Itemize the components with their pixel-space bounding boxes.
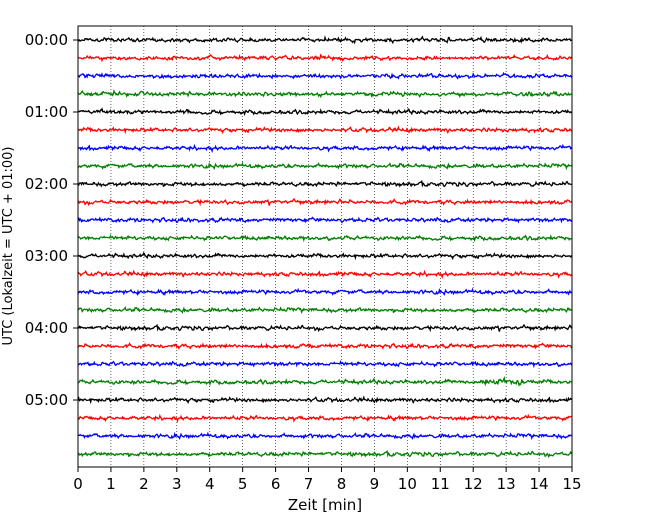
x-axis-label: Zeit [min] xyxy=(288,496,362,514)
x-tick-label-5: 5 xyxy=(238,475,248,493)
trace-13 xyxy=(77,269,573,280)
trace-20 xyxy=(77,395,573,405)
trace-10 xyxy=(77,216,573,224)
trace-1 xyxy=(77,53,573,63)
x-tick-label-0: 0 xyxy=(73,475,83,493)
plot-background xyxy=(78,26,572,467)
trace-18 xyxy=(77,360,573,369)
trace-0 xyxy=(77,35,573,45)
trace-11 xyxy=(77,234,573,243)
x-tick-label-1: 1 xyxy=(106,475,116,493)
x-tick-label-2: 2 xyxy=(139,475,149,493)
x-tick-label-11: 11 xyxy=(431,475,450,493)
x-tick-label-7: 7 xyxy=(304,475,314,493)
y-tick-label-00:00: 00:00 xyxy=(25,31,68,49)
y-axis-label: UTC (Lokalzeit = UTC + 01:00) xyxy=(1,147,16,346)
trace-9 xyxy=(77,197,573,207)
x-tick-label-6: 6 xyxy=(271,475,281,493)
trace-3 xyxy=(77,88,573,99)
trace-16 xyxy=(77,323,573,333)
trace-17 xyxy=(77,342,573,350)
traces xyxy=(77,35,573,459)
y-tick-label-01:00: 01:00 xyxy=(25,103,68,121)
x-tick-label-15: 15 xyxy=(562,475,581,493)
x-axis: 0 1 2 3 4 5 6 7 8 9 10 11 12 13 14 15 xyxy=(73,467,582,493)
trace-6 xyxy=(77,143,573,154)
y-tick-label-03:00: 03:00 xyxy=(25,247,68,265)
y-tick-label-04:00: 04:00 xyxy=(25,319,68,337)
y-tick-label-02:00: 02:00 xyxy=(25,175,68,193)
x-tick-label-12: 12 xyxy=(464,475,483,493)
trace-14 xyxy=(77,287,573,297)
trace-12 xyxy=(77,252,573,261)
trace-2 xyxy=(77,71,573,80)
trace-5 xyxy=(77,125,573,135)
plot-frame xyxy=(77,25,573,468)
x-tick-label-9: 9 xyxy=(370,475,380,493)
y-tick-label-05:00: 05:00 xyxy=(25,391,68,409)
trace-21 xyxy=(77,413,573,424)
x-tick-label-14: 14 xyxy=(530,475,549,493)
trace-7 xyxy=(77,161,573,171)
y-axis: 00:00 01:00 02:00 03:00 04:00 05:00 xyxy=(25,31,78,409)
x-tick-label-8: 8 xyxy=(337,475,347,493)
x-tick-label-4: 4 xyxy=(205,475,215,493)
x-tick-label-3: 3 xyxy=(172,475,182,493)
trace-19 xyxy=(77,375,573,387)
trace-8 xyxy=(77,179,573,188)
trace-4 xyxy=(77,107,573,117)
trace-22 xyxy=(77,431,572,441)
trace-23 xyxy=(77,449,573,459)
x-tick-label-13: 13 xyxy=(497,475,516,493)
trace-15 xyxy=(77,306,573,315)
x-tick-label-10: 10 xyxy=(398,475,417,493)
